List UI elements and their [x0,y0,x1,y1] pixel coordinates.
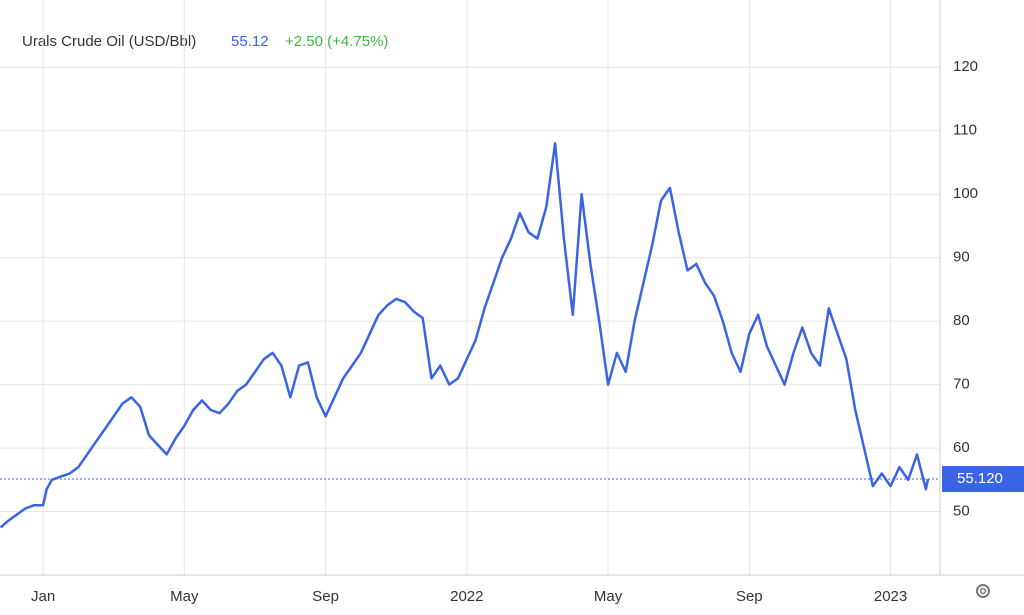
y-tick-label: 100 [953,185,978,202]
x-tick-label: Sep [312,588,339,605]
y-tick-label: 120 [953,58,978,75]
y-tick-label: 70 [953,376,970,393]
gear[interactable] [976,584,990,598]
x-tick-label: May [594,588,623,605]
y-tick-label: 90 [953,249,970,266]
price-change: +2.50 (+4.75%) [285,33,388,50]
y-tick-label: 50 [953,503,970,520]
price: 55.12 [231,33,269,50]
settings-icon[interactable] [976,584,990,598]
gear-hub[interactable] [979,587,987,595]
last-value-box [942,466,1024,493]
y-tick-label: 60 [953,439,970,456]
y-tick-label: 80 [953,312,970,329]
price-line [0,142,930,529]
x-tick-label: Sep [736,588,763,605]
last-value-label: 55.120 [957,470,1003,487]
chart-title: Urals Crude Oil (USD/Bbl) [22,33,196,50]
y-tick-label: 110 [953,122,977,139]
x-tick-label: 2023 [874,588,907,605]
x-tick-label: Jan [31,588,55,605]
x-tick-label: May [170,588,199,605]
x-tick-label: 2022 [450,588,483,605]
